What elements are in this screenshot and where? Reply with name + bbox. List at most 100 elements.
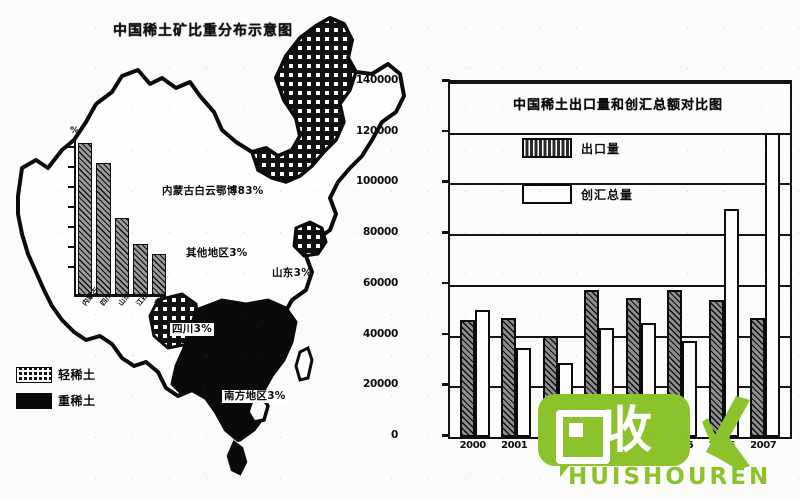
bar — [474, 310, 490, 437]
inset-unit-label: % — [70, 126, 80, 136]
x-tick-label: 2004 — [625, 440, 653, 451]
inset-x-axis — [74, 294, 166, 297]
y-tick-mark — [442, 281, 450, 285]
inset-tick — [68, 266, 75, 268]
x-tick-label: 2001 — [501, 440, 528, 451]
chart-legend: 出口量 创汇总量 — [522, 138, 692, 230]
inset-tick — [68, 186, 75, 188]
y-tick-mark — [442, 434, 450, 437]
bar — [557, 363, 573, 437]
legend-label-heavy: 重稀土 — [58, 394, 96, 408]
y-tick-label: 80000 — [362, 226, 398, 239]
bar-group — [708, 82, 739, 437]
chart-legend-item-export: 出口量 — [522, 138, 692, 158]
map-label-southern-region: 南方地区3% — [222, 390, 288, 403]
gridline — [450, 132, 790, 135]
map-label-sichuan: 四川3% — [170, 323, 215, 336]
inset-bar — [96, 162, 111, 295]
y-tick-label: 40000 — [362, 327, 398, 340]
gridline — [450, 234, 790, 237]
x-tick-label: 2005 — [667, 440, 694, 451]
inset-tick — [68, 146, 75, 148]
y-tick-mark — [442, 180, 450, 183]
bar — [723, 208, 739, 437]
gridline — [450, 284, 790, 287]
bar-group — [750, 82, 781, 437]
y-tick-mark — [442, 231, 450, 234]
y-tick-mark — [442, 332, 450, 336]
gridline — [450, 82, 790, 84]
x-axis-tick-labels: 2000 2001 2002 2003 2004 2005 2006 2007 — [448, 440, 788, 460]
legend-swatch-light-icon — [16, 366, 52, 383]
bar-group — [625, 82, 656, 437]
bar-group — [584, 82, 615, 437]
bar — [542, 335, 558, 437]
bar — [516, 348, 532, 437]
y-tick-label: 120000 — [355, 124, 398, 137]
gridline — [450, 183, 790, 186]
y-tick-label: 60000 — [362, 276, 398, 289]
x-tick-label: 2000 — [459, 440, 487, 451]
inset-tick — [68, 226, 75, 228]
legend-label-fx: 创汇总量 — [581, 187, 634, 202]
export-volume-chart-panel: 0 20000 40000 60000 80000 100000 120000 140000 … — [356, 58, 800, 460]
map-label-shandong: 山东3% — [272, 267, 313, 279]
y-tick-mark — [442, 129, 450, 133]
bar-group — [542, 82, 573, 437]
legend-swatch-export-icon — [522, 138, 572, 158]
bar — [765, 132, 781, 437]
inset-tick — [68, 206, 75, 208]
map-label-other-regions: 其他地区3% — [186, 247, 248, 259]
bar — [625, 297, 641, 437]
y-tick-label: 0 — [390, 429, 398, 441]
y-tick-mark — [442, 383, 450, 386]
map-legend: 轻稀土 重稀土 — [16, 366, 146, 418]
watermark-bubble-tail — [560, 460, 574, 477]
x-tick-label: 2003 — [584, 440, 611, 451]
y-tick-mark — [442, 79, 450, 82]
gridline — [450, 386, 790, 389]
gridline — [450, 335, 790, 338]
bar-group — [667, 82, 698, 437]
inset-x-labels: 内蒙古 四川 山东 江西 广东 — [76, 286, 174, 330]
inset-tick — [68, 246, 75, 248]
legend-swatch-fx-icon — [522, 184, 572, 204]
inset-y-axis — [74, 138, 76, 296]
legend-label-export: 出口量 — [581, 141, 621, 156]
y-tick-label: 140000 — [355, 74, 398, 86]
watermark-brand-text: HUISHOUREN — [568, 464, 772, 490]
bar — [667, 289, 683, 437]
map-title: 中国稀土矿比重分布示意图 — [113, 23, 293, 39]
bar — [584, 289, 600, 437]
bar — [708, 300, 724, 437]
chart-legend-item-fx: 创汇总量 — [522, 184, 692, 204]
x-tick-label: 2002 — [542, 440, 570, 451]
map-label-inner-mongolia: 内蒙古白云鄂博83% — [162, 185, 264, 197]
legend-label-light: 轻稀土 — [58, 368, 96, 382]
legend-swatch-heavy-icon — [16, 392, 52, 409]
inset-bar — [78, 143, 93, 295]
inset-bar — [151, 254, 167, 295]
y-tick-label: 100000 — [355, 175, 398, 188]
inset-bars-container — [78, 138, 167, 295]
inset-bar — [133, 243, 148, 295]
inset-bar — [114, 218, 130, 295]
bar-group — [459, 82, 490, 437]
bar — [682, 340, 698, 437]
inset-tick — [68, 166, 75, 168]
bar — [501, 317, 517, 437]
bar — [599, 327, 615, 437]
x-tick-label: 2007 — [750, 440, 777, 451]
chart-plot-area: 中国稀土出口量和创汇总额对比图 出口量 创汇总量 — [448, 80, 792, 439]
bar — [750, 317, 766, 437]
chart-title-container: 中国稀土出口量和创汇总额对比图 — [468, 88, 768, 118]
y-tick-label: 20000 — [362, 378, 398, 391]
legend-item-heavy-rare-earth: 重稀土 — [16, 392, 146, 409]
x-tick-label: 2006 — [708, 440, 736, 451]
legend-item-light-rare-earth: 轻稀土 — [16, 366, 146, 383]
chart-bars-container — [450, 82, 790, 437]
bar — [459, 320, 475, 437]
bar-group — [501, 82, 532, 437]
chart-title: 中国稀土出口量和创汇总额对比图 — [512, 97, 723, 113]
